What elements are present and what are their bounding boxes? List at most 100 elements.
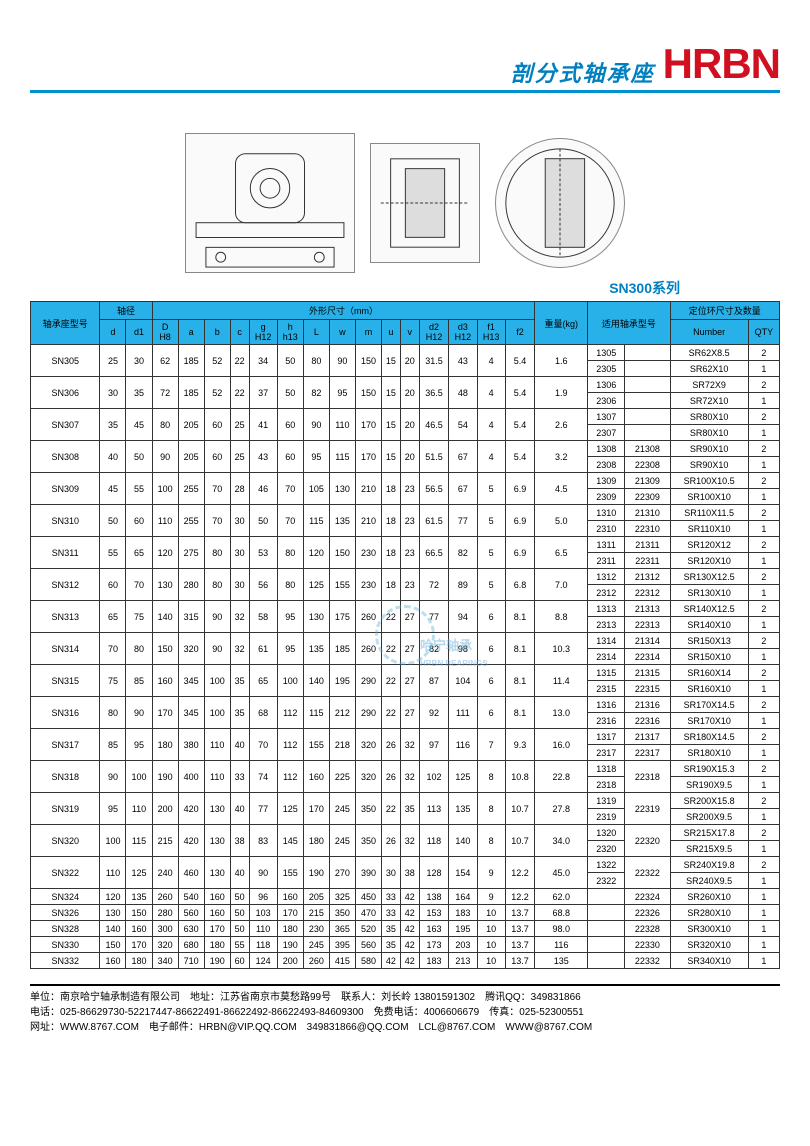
cell: SR80X10 xyxy=(670,425,748,441)
footer-line-3: 网址：WWW.8767.COM 电子邮件：HRBN@VIP.QQ.COM 349… xyxy=(30,1020,780,1035)
cell: SR100X10 xyxy=(670,489,748,505)
cell: 27.8 xyxy=(535,793,588,825)
cell: 140 xyxy=(152,601,178,633)
cell xyxy=(588,905,625,921)
cell: 112 xyxy=(277,761,303,793)
cell: 25 xyxy=(100,345,126,377)
cell: 1 xyxy=(748,585,779,601)
cell: SR62X10 xyxy=(670,361,748,377)
th-v: v xyxy=(400,320,419,345)
cell: 2 xyxy=(748,825,779,841)
cell: 120 xyxy=(303,537,329,569)
cell: 35 xyxy=(230,697,249,729)
cell: 95 xyxy=(100,793,126,825)
cell: 116 xyxy=(449,729,477,761)
th-d3: d3 H12 xyxy=(449,320,477,345)
cell: 62.0 xyxy=(535,889,588,905)
cell: 315 xyxy=(178,601,204,633)
cell: SR170X10 xyxy=(670,713,748,729)
cell: 22 xyxy=(382,793,401,825)
cell: 33 xyxy=(382,905,401,921)
cell: 320 xyxy=(152,937,178,953)
cell: SR300X10 xyxy=(670,921,748,937)
cell: 22315 xyxy=(625,681,670,697)
cell: SN309 xyxy=(31,473,100,505)
cell: 2313 xyxy=(588,617,625,633)
cell: 38 xyxy=(400,857,419,889)
cell: 43 xyxy=(449,345,477,377)
cell: 13.7 xyxy=(505,937,535,953)
cell: 65 xyxy=(100,601,126,633)
cell: 5 xyxy=(477,505,505,537)
cell: 34 xyxy=(249,345,277,377)
cell: 200 xyxy=(277,953,303,969)
cell: 96 xyxy=(249,889,277,905)
cell: 46 xyxy=(249,473,277,505)
cell: 113 xyxy=(419,793,449,825)
cell: 92 xyxy=(419,697,449,729)
cell: 280 xyxy=(178,569,204,601)
cell: 35 xyxy=(126,377,152,409)
cell: 160 xyxy=(126,921,152,937)
cell: 1310 xyxy=(588,505,625,521)
cell: 2 xyxy=(748,761,779,777)
cell: 30 xyxy=(230,537,249,569)
cell: 11.4 xyxy=(535,665,588,697)
cell: 8.1 xyxy=(505,633,535,665)
cell: 320 xyxy=(355,729,381,761)
cell: 560 xyxy=(178,905,204,921)
cell: 320 xyxy=(355,761,381,793)
cell: SR190X9.5 xyxy=(670,777,748,793)
cell: 87 xyxy=(419,665,449,697)
cell: 1 xyxy=(748,905,779,921)
cell: 400 xyxy=(178,761,204,793)
cell: 580 xyxy=(355,953,381,969)
cell: 90 xyxy=(249,857,277,889)
cell: 1306 xyxy=(588,377,625,393)
cell: 175 xyxy=(329,601,355,633)
cell: 2319 xyxy=(588,809,625,825)
cell: 42 xyxy=(400,905,419,921)
cell: 54 xyxy=(449,409,477,441)
cell: 2 xyxy=(748,537,779,553)
cell: 13.0 xyxy=(535,697,588,729)
th-b: b xyxy=(204,320,230,345)
cell: 104 xyxy=(449,665,477,697)
cell: 6.5 xyxy=(535,537,588,569)
cell: 345 xyxy=(178,697,204,729)
cell: 160 xyxy=(204,905,230,921)
cell: 395 xyxy=(329,937,355,953)
cell: 1 xyxy=(748,489,779,505)
cell: 215 xyxy=(303,905,329,921)
th-number: Number xyxy=(670,320,748,345)
cell: 32 xyxy=(230,633,249,665)
cell: 9 xyxy=(477,889,505,905)
cell: 10.3 xyxy=(535,633,588,665)
cell: 260 xyxy=(303,953,329,969)
cell: 2 xyxy=(748,633,779,649)
cell: 160 xyxy=(100,953,126,969)
cell: 80 xyxy=(100,697,126,729)
cell: 72 xyxy=(152,377,178,409)
cell: 52 xyxy=(204,377,230,409)
cell: 110 xyxy=(126,793,152,825)
cell: 55 xyxy=(100,537,126,569)
cell: 80 xyxy=(152,409,178,441)
cell: 630 xyxy=(178,921,204,937)
cell: 203 xyxy=(449,937,477,953)
cell: 185 xyxy=(329,633,355,665)
cell: 22312 xyxy=(625,585,670,601)
cell: 42 xyxy=(400,953,419,969)
cell: 32 xyxy=(400,729,419,761)
cell: SR110X11.5 xyxy=(670,505,748,521)
cell: 8.1 xyxy=(505,665,535,697)
cell: 138 xyxy=(419,889,449,905)
cell: 18 xyxy=(382,505,401,537)
cell: 195 xyxy=(329,665,355,697)
cell: 10 xyxy=(477,921,505,937)
cell: SN320 xyxy=(31,825,100,857)
cell: 200 xyxy=(152,793,178,825)
cell: 21310 xyxy=(625,505,670,521)
cell: 82 xyxy=(449,537,477,569)
cell: 150 xyxy=(355,345,381,377)
